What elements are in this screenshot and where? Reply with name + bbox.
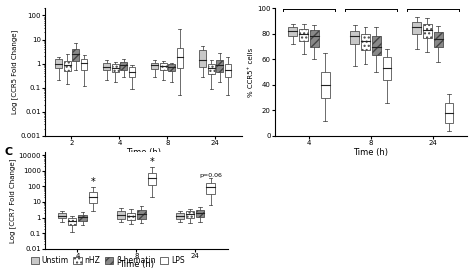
Bar [175, 213, 184, 219]
Bar [216, 60, 223, 72]
Bar [64, 61, 71, 71]
Bar [434, 32, 443, 47]
Bar [128, 67, 136, 77]
Bar [186, 211, 194, 218]
Bar [127, 213, 135, 220]
Bar [147, 173, 156, 185]
Bar [137, 210, 146, 219]
Bar [350, 31, 359, 44]
Bar [78, 215, 87, 221]
Bar [112, 64, 118, 72]
Legend: Unstim, nHZ, β-hematin, LPS: Unstim, nHZ, β-hematin, LPS [27, 253, 188, 268]
Text: *: * [149, 157, 154, 167]
Bar [151, 63, 158, 69]
Bar [288, 27, 297, 36]
Bar [89, 192, 97, 203]
Bar [423, 23, 432, 38]
Text: C: C [5, 147, 13, 156]
Bar [445, 103, 454, 123]
Text: p=0.06: p=0.06 [199, 174, 222, 178]
Bar [177, 48, 183, 68]
Bar [68, 218, 76, 225]
X-axis label: Time (h): Time (h) [126, 147, 161, 157]
Text: *: * [91, 177, 95, 187]
Bar [196, 210, 204, 217]
Bar [299, 29, 308, 41]
Bar [168, 64, 175, 71]
Bar [310, 30, 319, 47]
Bar [117, 211, 125, 219]
Bar [207, 183, 215, 194]
Bar [120, 62, 127, 70]
Bar [81, 59, 87, 70]
Bar [103, 63, 110, 70]
Bar [383, 57, 392, 80]
Bar [372, 36, 381, 55]
Bar [160, 63, 166, 70]
Bar [72, 49, 79, 61]
Y-axis label: Log [CCR5 Fold Change]: Log [CCR5 Fold Change] [11, 30, 18, 114]
Bar [225, 64, 231, 77]
Bar [321, 72, 329, 98]
Bar [208, 64, 215, 74]
X-axis label: Time (h): Time (h) [354, 147, 388, 157]
Y-axis label: % CCR5⁺ cells: % CCR5⁺ cells [248, 47, 255, 97]
Bar [58, 213, 66, 218]
Bar [55, 59, 62, 68]
Bar [412, 22, 421, 34]
Bar [200, 50, 206, 67]
X-axis label: Time (h): Time (h) [119, 260, 154, 270]
Bar [361, 34, 370, 50]
Y-axis label: Log [CCR7 Fold Change]: Log [CCR7 Fold Change] [9, 158, 16, 243]
